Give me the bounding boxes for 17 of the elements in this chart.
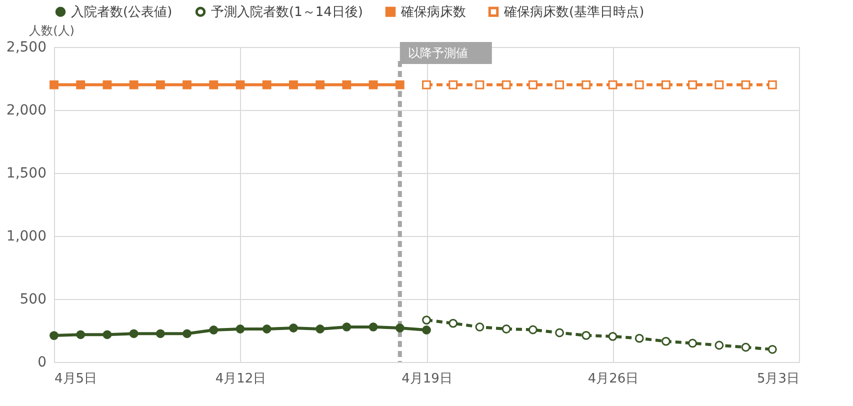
x-tick-label: 4月12日 — [215, 372, 266, 386]
legend-label: 確保病床数(基準日時点) — [503, 4, 644, 20]
y-tick-label: 2,000 — [6, 102, 46, 118]
legend-label: 予測入院者数(1～14日後) — [211, 4, 363, 20]
y-tick-label: 1,500 — [6, 166, 46, 182]
y-tick-label: 500 — [20, 292, 46, 308]
x-tick-label: 4月19日 — [402, 372, 452, 386]
y-tick-label: 2,500 — [6, 40, 46, 56]
y-axis-title: 人数(人) — [29, 24, 74, 38]
ref-line-label: 以降予測値 — [408, 46, 468, 60]
y-tick-label: 0 — [38, 354, 46, 370]
x-tick-label: 4月26日 — [588, 372, 639, 386]
y-tick-label: 1,000 — [6, 228, 46, 244]
x-tick-label: 4月5日 — [54, 372, 98, 386]
x-tick-label: 5月3日 — [756, 372, 800, 386]
legend-label: 入院者数(公表値) — [71, 4, 172, 20]
legend-label: 確保病床数 — [400, 4, 466, 20]
